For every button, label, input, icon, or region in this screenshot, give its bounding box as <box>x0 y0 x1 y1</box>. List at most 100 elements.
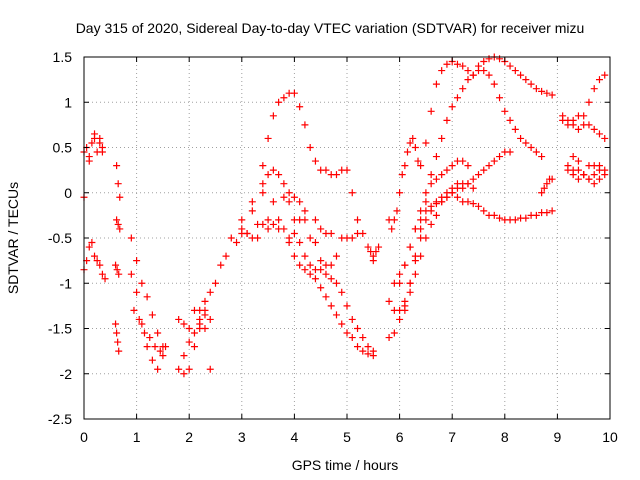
chart-title: Day 315 of 2020, Sidereal Day-to-day VTE… <box>76 20 585 36</box>
data-point <box>506 116 514 124</box>
data-point <box>453 193 461 201</box>
data-point <box>248 198 256 206</box>
data-point <box>322 166 330 174</box>
data-point <box>411 270 419 278</box>
series-s20 <box>385 53 556 233</box>
data-point <box>254 234 262 242</box>
data-point <box>348 315 356 323</box>
data-point <box>390 216 398 224</box>
data-point <box>113 162 121 170</box>
data-point <box>406 139 414 147</box>
data-point <box>290 252 298 260</box>
data-point <box>311 216 319 224</box>
y-tick-label: 1 <box>64 94 72 110</box>
data-point <box>427 180 435 188</box>
data-point <box>532 211 540 219</box>
series-s28 <box>559 112 609 142</box>
data-point <box>398 171 406 179</box>
x-tick-label: 7 <box>448 429 456 445</box>
y-tick-label: -0.5 <box>48 230 72 246</box>
data-point <box>196 315 204 323</box>
series-s25 <box>401 180 477 314</box>
data-point <box>359 347 367 355</box>
data-point <box>490 157 498 165</box>
data-point <box>422 139 430 147</box>
data-point <box>443 193 451 201</box>
data-point <box>154 329 162 337</box>
data-point <box>285 234 293 242</box>
data-point <box>180 370 188 378</box>
data-point <box>464 180 472 188</box>
x-tick-label: 2 <box>185 429 193 445</box>
data-point <box>443 116 451 124</box>
series-s22 <box>385 148 514 314</box>
data-point <box>114 220 122 228</box>
data-point <box>243 229 251 237</box>
data-point <box>354 216 362 224</box>
data-point <box>569 121 577 129</box>
data-point <box>464 162 472 170</box>
data-point <box>469 184 477 192</box>
data-point <box>264 216 272 224</box>
data-point <box>135 315 143 323</box>
data-point <box>564 116 572 124</box>
data-point <box>280 193 288 201</box>
x-tick-label: 1 <box>133 429 141 445</box>
data-point <box>574 157 582 165</box>
data-point <box>113 329 121 337</box>
data-point <box>443 60 451 68</box>
data-point <box>259 189 267 197</box>
data-point <box>496 153 504 161</box>
data-point <box>301 121 309 129</box>
data-point <box>127 234 135 242</box>
data-point <box>290 89 298 97</box>
data-point <box>485 71 493 79</box>
data-point <box>306 261 314 269</box>
data-point <box>485 55 493 63</box>
y-tick-label: -1.5 <box>48 321 72 337</box>
data-point <box>238 216 246 224</box>
data-point <box>343 302 351 310</box>
data-point <box>511 216 519 224</box>
data-point <box>443 166 451 174</box>
data-point <box>532 85 540 93</box>
data-point <box>427 107 435 115</box>
data-point <box>113 266 121 274</box>
data-point <box>496 55 504 63</box>
data-point <box>133 288 141 296</box>
data-point <box>127 270 135 278</box>
x-tick-label: 10 <box>602 429 618 445</box>
data-point <box>154 365 162 373</box>
data-point <box>438 67 446 75</box>
data-point <box>375 243 383 251</box>
data-point <box>332 279 340 287</box>
data-point <box>115 347 123 355</box>
data-point <box>569 153 577 161</box>
x-tick-label: 0 <box>80 429 88 445</box>
y-tick-label: 0 <box>64 185 72 201</box>
data-point <box>275 225 283 233</box>
data-point <box>459 62 467 70</box>
data-point <box>414 157 422 165</box>
y-tick-label: -2 <box>60 366 73 382</box>
data-point <box>296 216 304 224</box>
y-tick-label: -2.5 <box>48 411 72 427</box>
data-point <box>264 171 272 179</box>
data-point <box>517 134 525 142</box>
series-s5 <box>113 216 124 233</box>
data-point <box>275 98 283 106</box>
data-point <box>275 216 283 224</box>
data-point <box>130 306 138 314</box>
data-point <box>506 148 514 156</box>
data-point <box>280 180 288 188</box>
data-point <box>301 266 309 274</box>
data-point <box>112 261 120 269</box>
data-point <box>206 365 214 373</box>
data-point <box>101 275 109 283</box>
data-point <box>116 225 124 233</box>
data-point <box>522 214 530 222</box>
data-point <box>301 207 309 215</box>
data-point <box>422 216 430 224</box>
data-point <box>327 302 335 310</box>
data-point <box>422 189 430 197</box>
